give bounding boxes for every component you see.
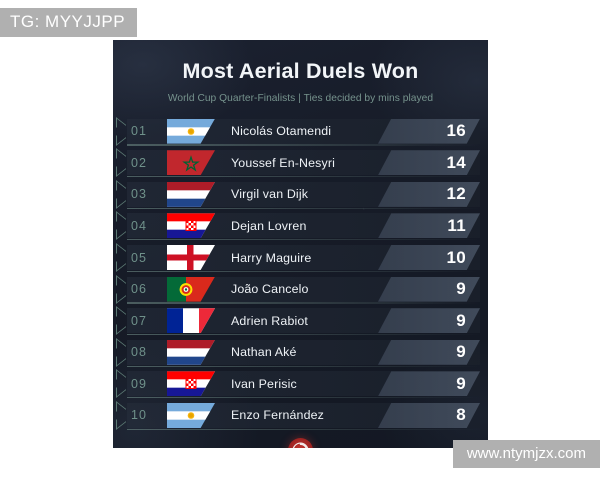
value-chip [378,150,480,176]
table-row[interactable]: 09 Ivan Perisic 9 [113,369,488,399]
duels-won-value: 8 [456,405,466,425]
duels-won-value: 16 [446,121,466,141]
row-chevron-icon [116,211,127,241]
duels-won-value: 9 [456,279,466,299]
row-chevron-icon [116,306,127,336]
brand-logo-icon [288,437,313,448]
rank-number: 10 [131,408,147,423]
row-chevron-icon [116,274,127,304]
leaderboard-card: Most Aerial Duels Won World Cup Quarter-… [113,40,488,448]
duels-won-value: 12 [446,184,466,204]
player-name: Adrien Rabiot [231,313,309,328]
value-chip [378,213,480,239]
duels-won-value: 9 [456,342,466,362]
value-chip [378,118,480,144]
page-subtitle: World Cup Quarter-Finalists | Ties decid… [167,92,434,104]
duels-won-value: 10 [446,247,466,267]
row-chevron-icon [116,401,127,430]
player-name: Harry Maguire [231,250,312,265]
ranking-list: 01 Nicolás Otamendi 16 02 Youssef En-Nesyr… [113,116,488,430]
player-name: Virgil van Dijk [231,187,309,202]
row-chevron-icon [116,116,127,146]
player-name: Enzo Fernández [231,408,325,423]
table-row[interactable]: 06 João Cancelo 9 [113,274,488,304]
player-name: João Cancelo [231,282,309,297]
rank-number: 01 [131,124,147,139]
table-row[interactable]: 05 Harry Maguire 10 [113,243,488,273]
row-chevron-icon [116,369,127,399]
table-row[interactable]: 01 Nicolás Otamendi 16 [113,116,488,146]
value-chip [378,181,480,207]
table-row[interactable]: 04 Dejan Lovren 11 [113,211,488,241]
brand-logo-container [113,437,488,448]
player-name: Youssef En-Nesyri [231,155,336,170]
value-chip [378,402,480,428]
value-chip [378,276,480,302]
table-row[interactable]: 10 Enzo Fernández 8 [113,401,488,430]
player-name: Nicolás Otamendi [231,124,332,139]
table-row[interactable]: 08 Nathan Aké 9 [113,337,488,367]
rank-number: 02 [131,155,147,170]
player-name: Ivan Perisic [231,376,297,391]
duels-won-value: 11 [447,215,466,235]
table-row[interactable]: 02 Youssef En-Nesyri 14 [113,148,488,178]
table-row[interactable]: 07 Adrien Rabiot 9 [113,306,488,336]
rank-number: 07 [131,313,147,328]
rank-number: 08 [131,345,147,360]
rank-number: 04 [131,218,147,233]
rank-number: 03 [131,187,147,202]
row-chevron-icon [116,337,127,367]
telegram-tag: TG: MYYJJPP [0,8,138,37]
duels-won-value: 9 [456,310,466,330]
card-header: Most Aerial Duels Won World Cup Quarter-… [113,40,488,104]
row-chevron-icon [116,243,127,272]
value-chip [378,308,480,334]
row-chevron-icon [116,148,127,178]
table-row[interactable]: 03 Virgil van Dijk 12 [113,179,488,209]
value-chip [378,339,480,365]
value-chip [378,245,480,271]
value-chip [378,371,480,397]
row-chevron-icon [116,179,127,209]
page-title: Most Aerial Duels Won [182,59,419,83]
duels-won-value: 14 [446,152,466,172]
player-name: Dejan Lovren [231,218,307,233]
player-name: Nathan Aké [231,345,297,360]
rank-number: 05 [131,250,147,265]
site-watermark: www.ntymjzx.com [452,440,600,468]
rank-number: 06 [131,282,147,297]
rank-number: 09 [131,376,147,391]
duels-won-value: 9 [456,373,466,393]
